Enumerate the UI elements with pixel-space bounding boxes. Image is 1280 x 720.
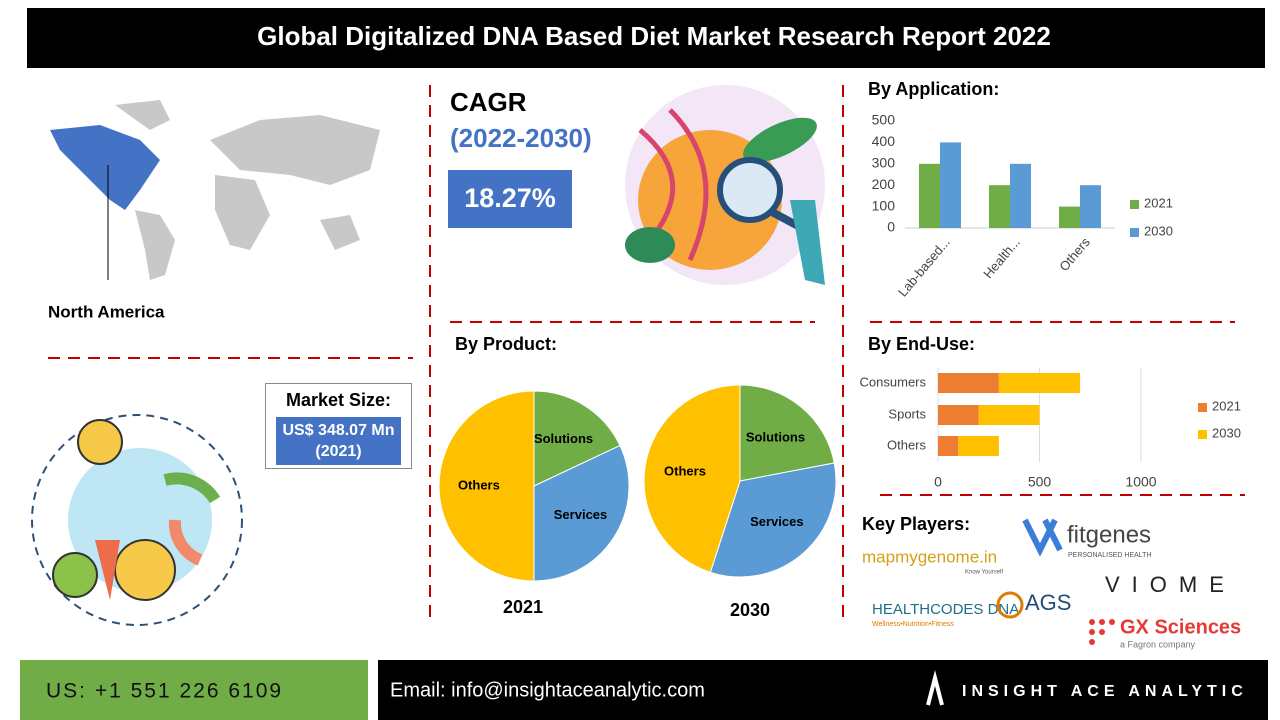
header-bar: [27, 8, 1265, 68]
legend-swatch: [1130, 228, 1139, 237]
world-map: [50, 100, 380, 280]
bar: [919, 163, 940, 228]
y-tick-label: 500: [872, 112, 896, 128]
logo: AGS: [1025, 590, 1071, 615]
cagr-box: [448, 170, 572, 228]
chart-title: By End-Use:: [868, 334, 975, 354]
y-tick-label: 100: [872, 197, 896, 213]
chart-title: By Product:: [455, 334, 557, 354]
x-tick-label: 1000: [1125, 474, 1156, 490]
market-size-box: Market Size: US$ 348.07 Mn (2021): [265, 383, 412, 469]
logo-icon: [1022, 518, 1063, 557]
x-tick-label: 0: [934, 474, 942, 490]
region-label: North America: [48, 302, 165, 321]
logo: mapmygenome.in: [862, 547, 997, 566]
title: Global Digitalized DNA Based Diet Market…: [257, 21, 1051, 51]
pie-slice: [709, 462, 837, 578]
y-tick-label: 400: [872, 133, 896, 149]
dna-illustration: [625, 85, 825, 285]
pie-slice: [739, 384, 835, 482]
slice-label: Solutions: [534, 431, 593, 446]
footer-phone-box: [20, 660, 368, 720]
legend-label: 2030: [1212, 425, 1241, 440]
slice-label: Others: [664, 464, 706, 479]
pie-caption: 2021: [503, 597, 543, 617]
y-tick-label: 0: [887, 219, 895, 235]
logo-icon: [1089, 619, 1115, 645]
logo-tagline: PERSONALISED HEALTH: [1068, 552, 1152, 559]
bar: [1080, 185, 1101, 228]
dividers: [48, 85, 1245, 625]
pie-slice: [438, 390, 535, 582]
chart-title: By Application:: [868, 79, 999, 99]
pie-slice: [533, 444, 630, 582]
bar: [938, 373, 999, 393]
legend-swatch: [1198, 430, 1207, 439]
slice-label: Others: [458, 477, 500, 492]
logo: VIOME: [1105, 572, 1236, 597]
logo: fitgenes: [1067, 521, 1151, 548]
slice-label: Services: [750, 514, 804, 529]
pie-caption: 2030: [730, 600, 770, 620]
slice-label: Services: [554, 507, 608, 522]
market-size-label: Market Size:: [285, 390, 392, 410]
logo-tagline: Know Yourself: [965, 570, 1003, 576]
y-tick-label: Others: [887, 437, 927, 452]
key-players-title: Key Players:: [862, 514, 970, 534]
x-tick-label: Others: [1056, 234, 1093, 274]
logo-tagline: a Fagron company: [1120, 639, 1196, 649]
x-tick-label: 500: [1028, 474, 1052, 490]
diet-illustration: [31, 414, 243, 626]
bar: [940, 142, 961, 228]
cagr-value: 18.27%: [464, 183, 556, 213]
legend-swatch: [1130, 200, 1139, 209]
y-tick-label: Sports: [888, 406, 926, 421]
legend-label: 2021: [1144, 195, 1173, 210]
brand-icon: [926, 670, 944, 706]
cagr-period: (2022-2030): [450, 123, 592, 153]
bar: [989, 185, 1010, 228]
brand: INSIGHT ACE ANALYTIC: [962, 683, 1248, 700]
logo: GX Sciences: [1120, 616, 1241, 638]
logo-icon: [996, 591, 1024, 619]
y-tick-label: Consumers: [860, 374, 927, 389]
pie-slice: [533, 390, 621, 487]
legend-label: 2030: [1144, 223, 1173, 238]
x-tick-label: Lab-based...: [895, 234, 953, 299]
x-tick-label: Health...: [980, 234, 1023, 281]
bar: [978, 405, 1040, 425]
bar: [1010, 163, 1031, 228]
y-tick-label: 300: [872, 155, 896, 171]
bar: [998, 373, 1081, 393]
slice-label: Solutions: [746, 430, 805, 445]
logo-tagline: Wellness•Nutrition•Fitness: [872, 621, 954, 628]
bar: [958, 436, 999, 456]
logo: HEALTHCODES DNA: [872, 601, 1019, 618]
cagr-label: CAGR: [450, 87, 527, 117]
bar: [1059, 206, 1080, 228]
footer-bar: [378, 660, 1268, 720]
bar: [938, 405, 979, 425]
pie-slice: [643, 384, 741, 573]
phone: US: +1 551 226 6109: [46, 680, 283, 703]
y-tick-label: 200: [872, 176, 896, 192]
email: Email: info@insightaceanalytic.com: [390, 679, 705, 701]
bar: [938, 436, 959, 456]
market-size-value: US$ 348.07 Mn (2021): [276, 417, 401, 465]
legend-label: 2021: [1212, 398, 1241, 413]
legend-swatch: [1198, 403, 1207, 412]
